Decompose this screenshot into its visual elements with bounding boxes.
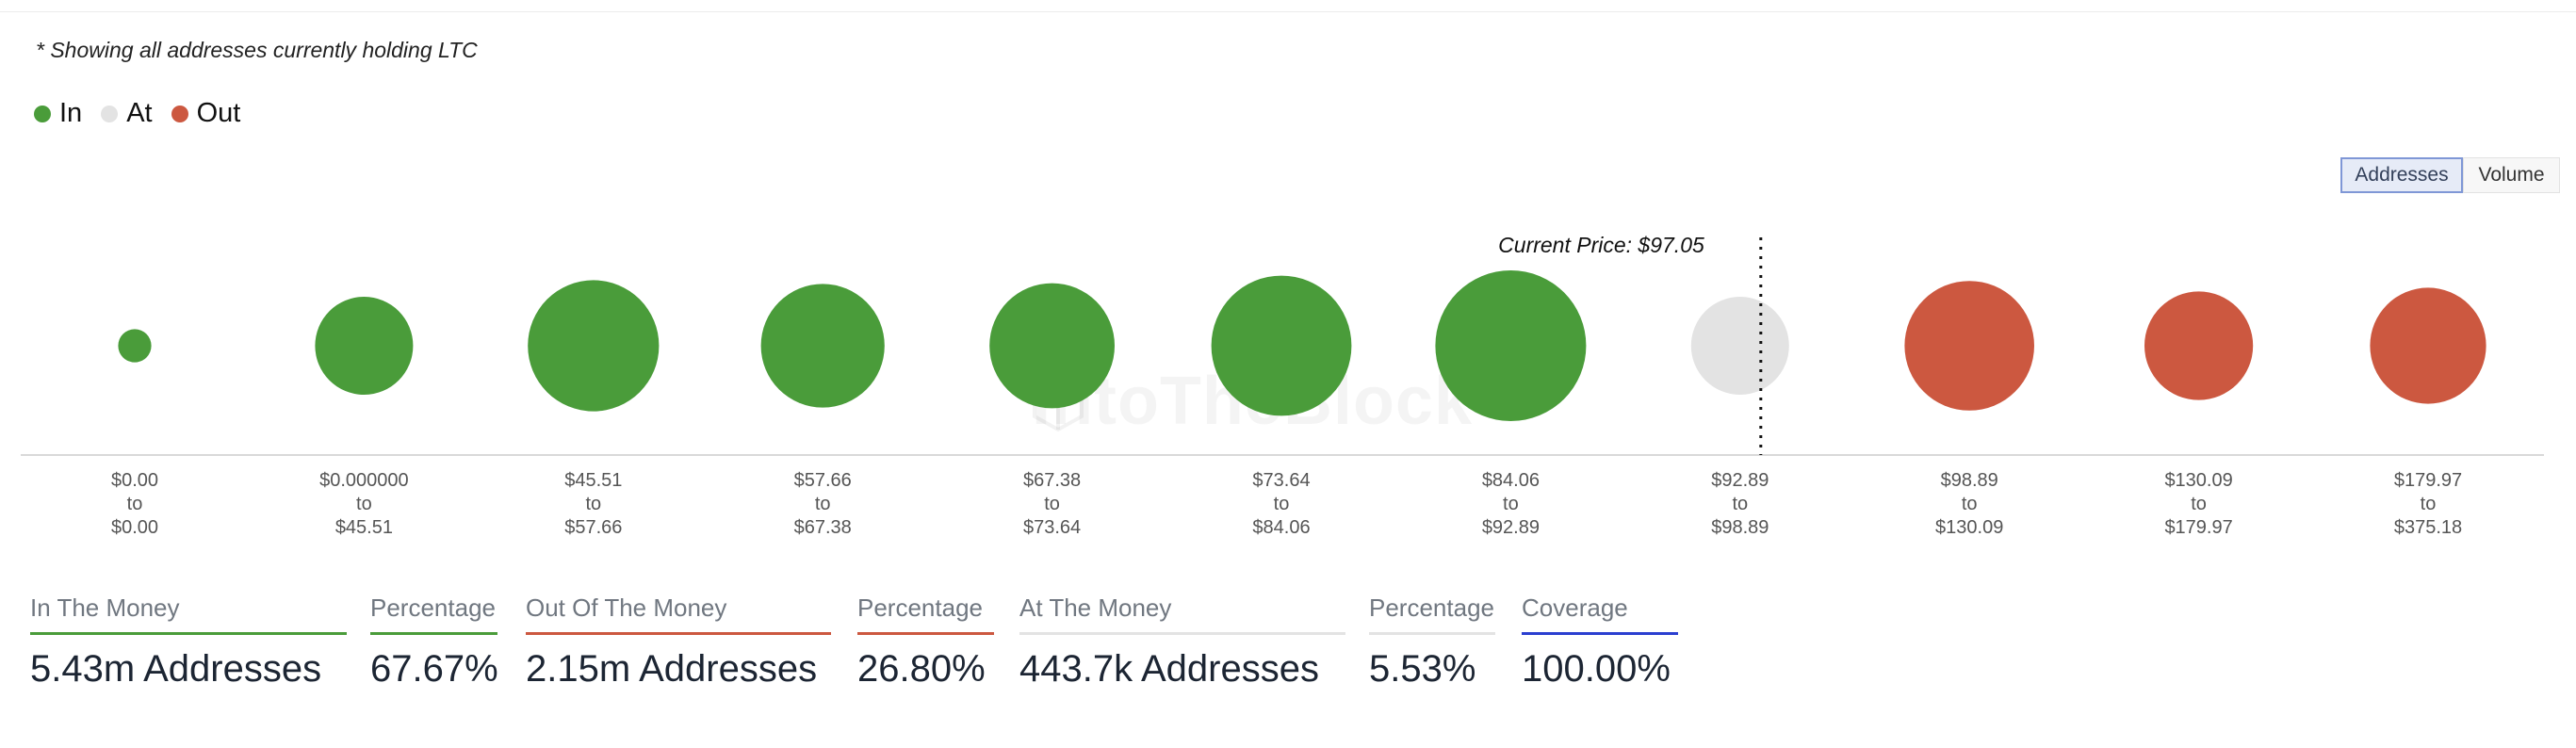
tick-label-separator: to — [2191, 494, 2207, 514]
stat-value: 443.7k Addresses — [1019, 648, 1319, 690]
stat-label: Percentage — [857, 594, 983, 622]
tick-label-from: $0.00 — [111, 470, 158, 491]
stat-underline — [370, 632, 497, 635]
stat-value: 5.43m Addresses — [30, 648, 322, 690]
bubble[interactable] — [1904, 281, 2034, 411]
tick-label-to: $57.66 — [564, 517, 622, 537]
stat-at-the-money: At The Money 443.7k Addresses — [1019, 594, 1345, 691]
tick-label-to: $179.97 — [2164, 517, 2232, 537]
stat-label: In The Money — [30, 594, 180, 622]
stat-label: At The Money — [1019, 594, 1172, 622]
tick-label-separator: to — [1274, 494, 1290, 514]
tick-label-from: $179.97 — [2394, 470, 2462, 491]
legend: In At Out — [34, 98, 259, 129]
tick-label-to: $84.06 — [1252, 517, 1310, 537]
tick-label-separator: to — [356, 494, 372, 514]
tick-label-separator: to — [585, 494, 601, 514]
tick-label-from: $92.89 — [1711, 470, 1769, 491]
stat-label: Percentage — [1369, 594, 1494, 622]
legend-out-label: Out — [196, 98, 241, 128]
bubble[interactable] — [989, 283, 1115, 409]
tick-label-from: $98.89 — [1941, 470, 1998, 491]
stat-underline — [857, 632, 994, 635]
addresses-button[interactable]: Addresses — [2340, 157, 2463, 193]
stat-underline — [30, 632, 347, 635]
bubble[interactable] — [118, 329, 152, 363]
stat-value: 67.67% — [370, 648, 498, 690]
legend-out-dot — [171, 105, 188, 122]
tick-label-separator: to — [127, 494, 143, 514]
stat-label: Out Of The Money — [526, 594, 727, 622]
stat-out-of-the-money: Out Of The Money 2.15m Addresses — [526, 594, 831, 691]
stat-underline — [1522, 632, 1678, 635]
tick-label-from: $57.66 — [794, 470, 852, 491]
tick-label-to: $67.38 — [794, 517, 852, 537]
metric-toggle: Addresses Volume — [2340, 157, 2560, 193]
top-divider — [0, 11, 2576, 12]
tick-label-to: $130.09 — [1935, 517, 2003, 537]
stat-label: Percentage — [370, 594, 496, 622]
stat-value: 2.15m Addresses — [526, 648, 818, 690]
tick-label-separator: to — [1044, 494, 1060, 514]
stat-coverage: Coverage 100.00% — [1522, 594, 1678, 691]
stat-out-percentage: Percentage 26.80% — [857, 594, 994, 691]
tick-label-separator: to — [815, 494, 831, 514]
tick-label-to: $92.89 — [1482, 517, 1540, 537]
stat-underline — [1369, 632, 1495, 635]
stat-value: 100.00% — [1522, 648, 1671, 690]
legend-item-out[interactable]: Out — [171, 98, 241, 129]
bubble[interactable] — [1435, 270, 1587, 421]
tick-label-from: $130.09 — [2164, 470, 2232, 491]
tick-label-from: $84.06 — [1482, 470, 1540, 491]
tick-label-to: $45.51 — [335, 517, 393, 537]
legend-at-label: At — [126, 98, 153, 128]
stat-in-the-money: In The Money 5.43m Addresses — [30, 594, 347, 691]
legend-item-in[interactable]: In — [34, 98, 82, 129]
bubble-chart: $0.00 to $0.00 $0.000000 to $45.51 $45.51 to $57… — [21, 233, 2544, 537]
tick-label-separator: to — [2421, 494, 2437, 514]
stat-in-percentage: Percentage 67.67% — [370, 594, 498, 691]
tick-label-from: $0.000000 — [319, 470, 409, 491]
stat-value: 26.80% — [857, 648, 986, 690]
bubble[interactable] — [1690, 297, 1789, 395]
tick-label-from: $73.64 — [1252, 470, 1310, 491]
bubble[interactable] — [2370, 287, 2486, 404]
bubble[interactable] — [528, 280, 660, 412]
tick-label-to: $73.64 — [1023, 517, 1081, 537]
stat-value: 5.53% — [1369, 648, 1476, 690]
legend-in-label: In — [59, 98, 83, 128]
stat-underline — [526, 632, 831, 635]
tick-label-to: $0.00 — [111, 517, 158, 537]
tick-label-to: $98.89 — [1711, 517, 1769, 537]
legend-in-dot — [34, 105, 51, 122]
stat-label: Coverage — [1522, 594, 1628, 622]
volume-button[interactable]: Volume — [2463, 157, 2560, 193]
tick-label-from: $67.38 — [1023, 470, 1081, 491]
bubble[interactable] — [315, 297, 414, 395]
stat-at-percentage: Percentage 5.53% — [1369, 594, 1495, 691]
current-price-label: Current Price: $97.05 — [1498, 233, 1704, 257]
bubble[interactable] — [2144, 291, 2254, 400]
tick-label-separator: to — [1503, 494, 1519, 514]
tick-label-from: $45.51 — [564, 470, 622, 491]
holding-note: * Showing all addresses currently holdin… — [36, 38, 478, 62]
bubble[interactable] — [760, 284, 885, 408]
bubble[interactable] — [1211, 275, 1352, 416]
legend-at-dot — [101, 105, 119, 122]
tick-label-separator: to — [1732, 494, 1748, 514]
tick-label-separator: to — [1962, 494, 1978, 514]
stat-underline — [1019, 632, 1345, 635]
tick-label-to: $375.18 — [2394, 517, 2462, 537]
legend-item-at[interactable]: At — [101, 98, 153, 129]
